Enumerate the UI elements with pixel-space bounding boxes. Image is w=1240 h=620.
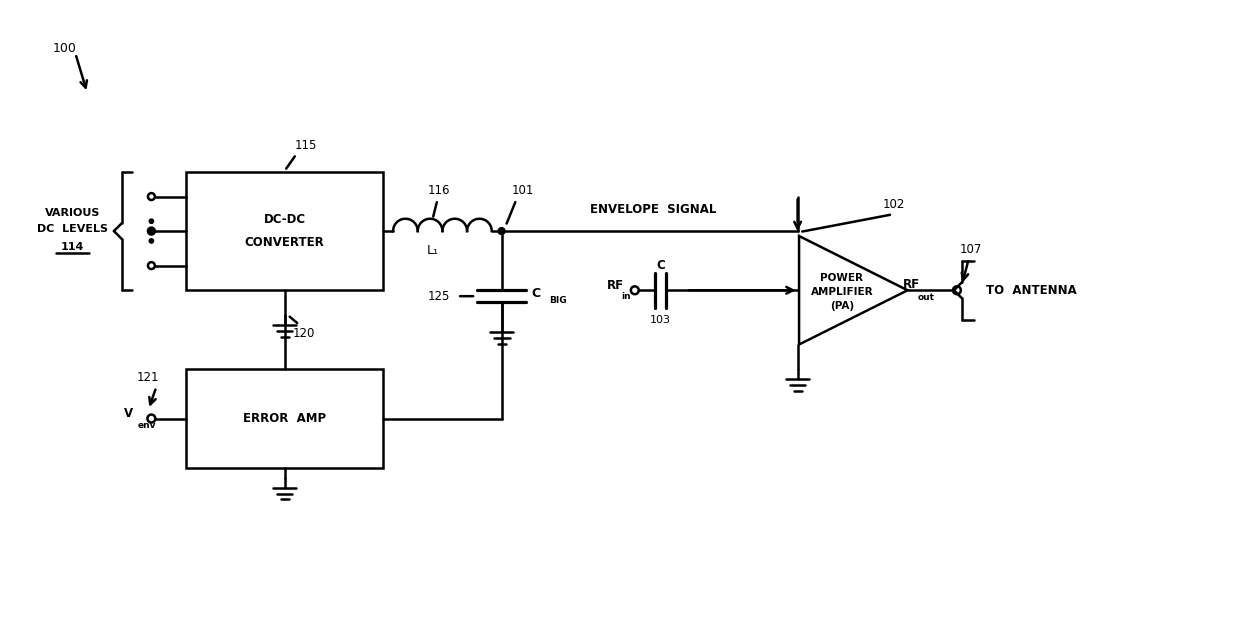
Text: AMPLIFIER: AMPLIFIER [811, 287, 873, 297]
Text: L₁: L₁ [427, 244, 439, 257]
Bar [186, 172, 383, 290]
Text: 114: 114 [61, 242, 84, 252]
Text: TO  ANTENNA: TO ANTENNA [986, 284, 1076, 297]
Text: 102: 102 [883, 198, 905, 211]
Text: BIG: BIG [549, 296, 567, 304]
Text: ERROR  AMP: ERROR AMP [243, 412, 326, 425]
Text: (PA): (PA) [830, 301, 854, 311]
Text: C: C [656, 259, 665, 272]
Text: POWER: POWER [821, 273, 863, 283]
Text: env: env [138, 421, 156, 430]
Text: 116: 116 [428, 184, 450, 197]
Text: DC  LEVELS: DC LEVELS [37, 224, 108, 234]
Text: RF: RF [608, 279, 624, 292]
Text: C: C [531, 286, 541, 299]
Text: CONVERTER: CONVERTER [244, 236, 325, 249]
Text: 107: 107 [960, 243, 982, 255]
Bar [186, 369, 383, 468]
Text: VARIOUS: VARIOUS [45, 208, 100, 218]
Text: RF: RF [903, 278, 920, 291]
Text: 101: 101 [511, 184, 534, 197]
Text: DC-DC: DC-DC [264, 213, 305, 226]
Circle shape [149, 229, 154, 233]
Text: in: in [621, 291, 631, 301]
Text: 125: 125 [428, 290, 450, 303]
Text: V: V [124, 407, 133, 420]
Text: 115: 115 [294, 139, 316, 152]
Text: 121: 121 [136, 371, 159, 384]
Circle shape [149, 219, 154, 223]
Circle shape [149, 239, 154, 243]
Text: 100: 100 [53, 42, 77, 55]
Text: 103: 103 [650, 315, 671, 325]
Text: ENVELOPE  SIGNAL: ENVELOPE SIGNAL [590, 203, 717, 216]
Text: 120: 120 [293, 327, 315, 340]
Text: out: out [918, 293, 935, 302]
Circle shape [498, 228, 505, 234]
